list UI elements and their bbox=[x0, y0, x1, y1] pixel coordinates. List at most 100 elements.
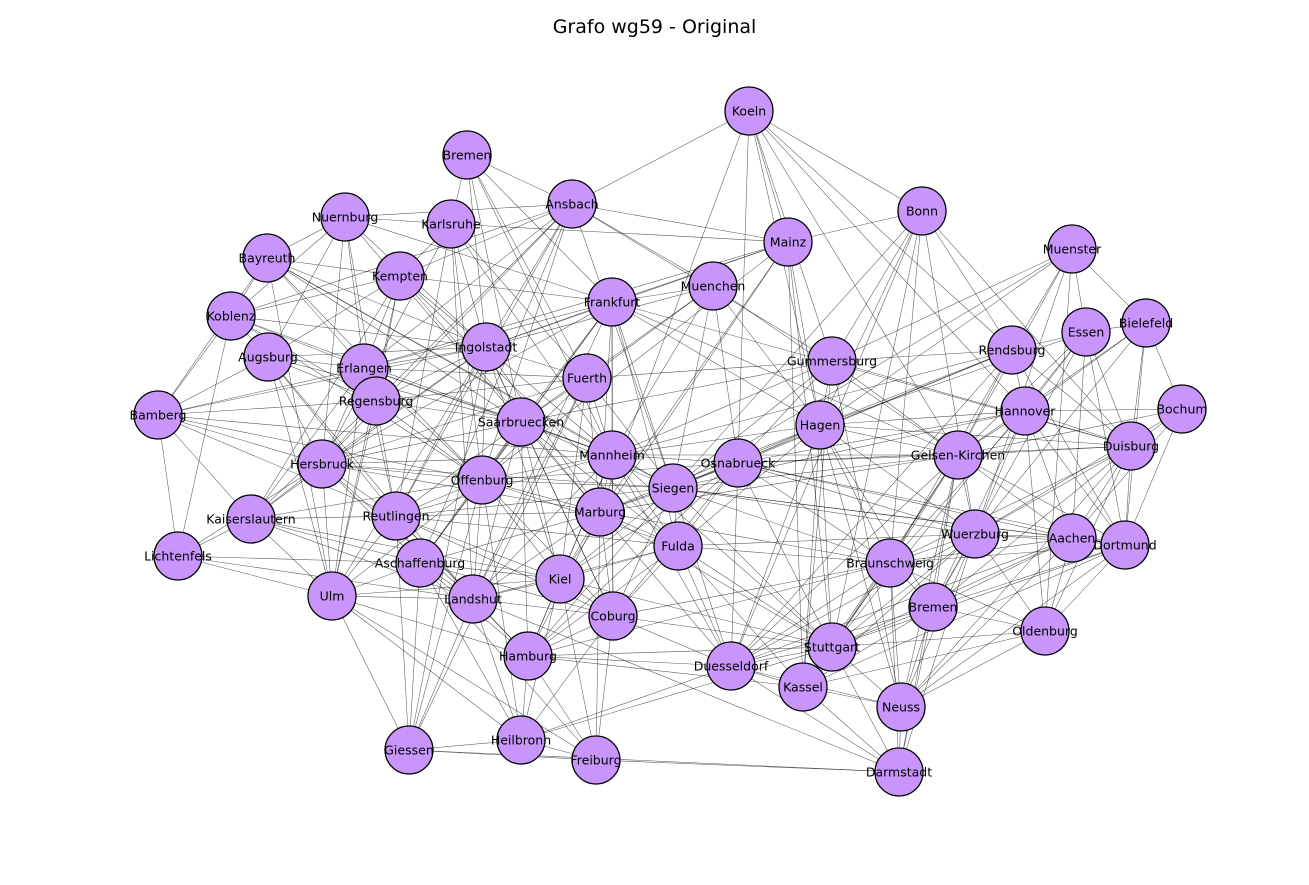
node-bayreuth: Bayreuth bbox=[239, 233, 295, 283]
node-label: Stuttgart bbox=[804, 640, 860, 655]
edge-ingolstadt-giessen bbox=[408, 346, 487, 751]
edge-bayreuth-ingolstadt bbox=[266, 257, 487, 348]
node-label: Erlangen bbox=[336, 361, 392, 376]
node-label: Frankfurt bbox=[584, 295, 641, 310]
edge-bonn-braunschweig bbox=[889, 210, 923, 564]
node-hagen: Hagen bbox=[795, 400, 845, 450]
node-bielefeld: Bielefeld bbox=[1119, 298, 1173, 348]
edge-bochum-gelsen-kirchen bbox=[957, 408, 1183, 456]
edge-erlangen-mannheim bbox=[363, 367, 613, 456]
edge-nuernburg-erlangen bbox=[344, 216, 365, 369]
edge-gummersburg-gelsen-kirchen bbox=[831, 360, 959, 456]
node-circle bbox=[1157, 384, 1207, 434]
node-circle bbox=[1121, 298, 1171, 348]
node-circle bbox=[1047, 224, 1097, 274]
node-circle bbox=[133, 390, 183, 440]
node-label: Duisburg bbox=[1103, 439, 1159, 454]
edge-rendsburg-gummersburg bbox=[831, 349, 1013, 362]
node-oldenburg: Oldenburg bbox=[1012, 606, 1078, 656]
edge-dortmund-bremen bbox=[932, 544, 1126, 608]
node-label: Mannheim bbox=[579, 448, 645, 463]
edge-regensburg-bamberg bbox=[157, 400, 377, 416]
node-label: Bonn bbox=[906, 204, 938, 219]
node-label: Coburg bbox=[590, 609, 635, 624]
node-muenster: Muenster bbox=[1043, 224, 1102, 274]
edge-coburg-heilbronn bbox=[520, 615, 614, 741]
node-aachen: Aachen bbox=[1047, 513, 1097, 563]
edge-saarbruecken-landshut bbox=[472, 421, 522, 600]
node-circle bbox=[243, 332, 293, 382]
edge-reutlingen-fulda bbox=[395, 515, 679, 547]
edge-bayreuth-ulm bbox=[266, 257, 333, 597]
edge-kempten-kaiserslautern bbox=[250, 275, 401, 520]
edge-saarbruecken-hersbruck bbox=[321, 421, 522, 465]
node-freiburg: Freiburg bbox=[570, 735, 622, 785]
edge-hagen-duesseldorf bbox=[730, 424, 821, 667]
node-reutlingen: Reutlingen bbox=[362, 491, 430, 541]
edge-bayreuth-saarbruecken bbox=[266, 257, 522, 423]
edge-dortmund-kassel bbox=[802, 544, 1126, 688]
edge-erlangen-fuerth bbox=[363, 367, 588, 379]
edge-karlsruhe-landshut bbox=[450, 223, 474, 600]
edge-nuernburg-hersbruck bbox=[321, 216, 346, 465]
graph-title: Grafo wg59 - Original bbox=[552, 16, 757, 38]
edge-gummersburg-duisburg bbox=[831, 360, 1132, 447]
node-braunschweig: Braunschweig bbox=[846, 538, 934, 588]
edge-ansbach-kempten bbox=[399, 203, 573, 277]
edge-braunschweig-hamburg bbox=[527, 562, 891, 657]
edge-bamberg-mannheim bbox=[157, 414, 613, 456]
edge-bremen-saarbruecken bbox=[466, 154, 522, 423]
node-label: Ingolstadt bbox=[455, 340, 518, 355]
node-circle bbox=[448, 574, 498, 624]
edge-giessen-darmstadt bbox=[408, 749, 900, 773]
edge-ansbach-aschaffenburg bbox=[419, 203, 573, 564]
edge-bochum-hannover bbox=[1024, 408, 1183, 412]
edge-freiburg-darmstadt bbox=[595, 759, 900, 773]
edge-kaiserslautern-aschaffenburg bbox=[250, 518, 421, 564]
node-label: Augsburg bbox=[238, 350, 298, 365]
edge-siegen-duesseldorf bbox=[672, 487, 732, 667]
node-landshut: Landshut bbox=[444, 574, 502, 624]
edge-ulm-giessen bbox=[331, 595, 410, 751]
edge-bielefeld-wuerzburg bbox=[974, 322, 1147, 535]
node-circle bbox=[587, 430, 637, 480]
edge-saarbruecken-kiel bbox=[520, 421, 561, 580]
edge-aachen-duesseldorf bbox=[730, 537, 1073, 667]
node-duesseldorf: Duesseldorf bbox=[694, 641, 769, 691]
node-label: Bielefeld bbox=[1119, 316, 1173, 331]
node-hannover: Hannover bbox=[995, 386, 1056, 436]
node-circle bbox=[571, 735, 621, 785]
nodes-layer: Koeln Bremen Ansbach Bonn Nuernburg Karlsruhe… bbox=[130, 86, 1208, 797]
node-label: Koblenz bbox=[207, 309, 256, 324]
edge-oldenburg-stuttgart bbox=[831, 630, 1046, 648]
edge-hagen-bremen bbox=[819, 424, 934, 608]
edge-nuernburg-augsburg bbox=[267, 216, 346, 358]
edge-osnabrueck-aachen bbox=[737, 462, 1073, 539]
node-circle bbox=[153, 531, 203, 581]
node-circle bbox=[307, 571, 357, 621]
node-circle bbox=[320, 192, 370, 242]
edge-hersbruck-offenburg bbox=[321, 463, 483, 481]
edge-frankfurt-duisburg bbox=[611, 301, 1132, 447]
node-label: Kiel bbox=[549, 572, 572, 587]
edge-hamburg-duesseldorf bbox=[527, 655, 732, 667]
node-circle bbox=[950, 509, 1000, 559]
edge-hagen-braunschweig bbox=[819, 424, 891, 564]
edge-koeln-ansbach bbox=[571, 110, 750, 205]
node-label: Neuss bbox=[882, 700, 920, 715]
edge-muenchen-hagen bbox=[712, 285, 821, 426]
node-karlsruhe: Karlsruhe bbox=[421, 199, 481, 249]
edge-braunschweig-duesseldorf bbox=[730, 562, 891, 667]
node-circle bbox=[426, 199, 476, 249]
edge-lichtenfels-ulm bbox=[177, 555, 333, 597]
node-label: Wuerzburg bbox=[941, 527, 1009, 542]
node-circle bbox=[442, 130, 492, 180]
edge-aschaffenburg-giessen bbox=[408, 562, 421, 751]
edge-bremen-ingolstadt bbox=[466, 154, 487, 348]
node-koeln: Koeln bbox=[724, 86, 774, 136]
edge-kempten-ulm bbox=[331, 275, 401, 597]
node-label: Gelsen-Kirchen bbox=[911, 448, 1005, 463]
edge-gelsen-kirchen-osnabrueck bbox=[737, 454, 959, 464]
edge-hagen-mannheim bbox=[611, 424, 821, 456]
node-circle bbox=[587, 277, 637, 327]
